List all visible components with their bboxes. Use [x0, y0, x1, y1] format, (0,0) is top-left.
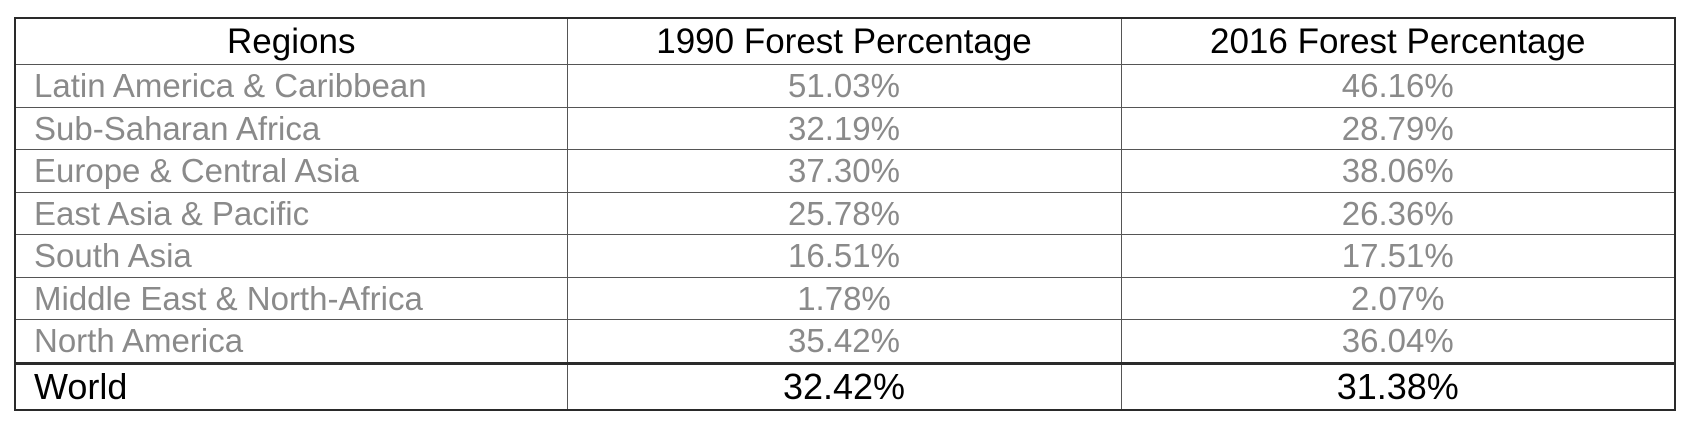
table-body: Latin America & Caribbean 51.03% 46.16% Sub… [14, 64, 1676, 410]
value-1990-cell: 32.19% [566, 106, 1122, 150]
value-2016-cell: 17.51% [1120, 234, 1676, 278]
table-row: Europe & Central Asia 37.30% 38.06% [14, 149, 1676, 193]
header-cell-regions: Regions [14, 17, 568, 65]
header-cell-2016: 2016 Forest Percentage [1120, 17, 1676, 65]
value-2016-cell: 36.04% [1120, 319, 1676, 364]
value-2016-cell: 28.79% [1120, 106, 1676, 150]
region-cell: Europe & Central Asia [14, 149, 568, 193]
value-1990-cell: 37.30% [566, 149, 1122, 193]
region-cell: North America [14, 319, 568, 364]
value-2016-cell: 46.16% [1120, 64, 1676, 108]
value-1990-cell: 51.03% [566, 64, 1122, 108]
table-row: South Asia 16.51% 17.51% [14, 234, 1676, 278]
value-1990-cell: 25.78% [566, 191, 1122, 235]
table-row: Sub-Saharan Africa 32.19% 28.79% [14, 106, 1676, 150]
table-row: East Asia & Pacific 25.78% 26.36% [14, 191, 1676, 235]
value-1990-cell: 16.51% [566, 234, 1122, 278]
value-1990-cell: 1.78% [566, 276, 1122, 320]
total-row: World 32.42% 31.38% [14, 361, 1676, 410]
value-2016-cell: 2.07% [1120, 276, 1676, 320]
region-cell: Middle East & North-Africa [14, 276, 568, 320]
header-row: Regions 1990 Forest Percentage 2016 Fore… [14, 17, 1676, 65]
total-value-1990-cell: 32.42% [566, 361, 1122, 410]
value-1990-cell: 35.42% [566, 319, 1122, 364]
region-cell: East Asia & Pacific [14, 191, 568, 235]
region-cell: Latin America & Caribbean [14, 64, 568, 108]
total-region-cell: World [14, 361, 568, 410]
value-2016-cell: 26.36% [1120, 191, 1676, 235]
table-row: Middle East & North-Africa 1.78% 2.07% [14, 276, 1676, 320]
region-cell: South Asia [14, 234, 568, 278]
value-2016-cell: 38.06% [1120, 149, 1676, 193]
table-row: Latin America & Caribbean 51.03% 46.16% [14, 64, 1676, 108]
region-cell: Sub-Saharan Africa [14, 106, 568, 150]
header-cell-1990: 1990 Forest Percentage [566, 17, 1122, 65]
forest-percentage-table: Regions 1990 Forest Percentage 2016 Fore… [14, 17, 1676, 411]
table-row: North America 35.42% 36.04% [14, 319, 1676, 364]
total-value-2016-cell: 31.38% [1120, 361, 1676, 410]
